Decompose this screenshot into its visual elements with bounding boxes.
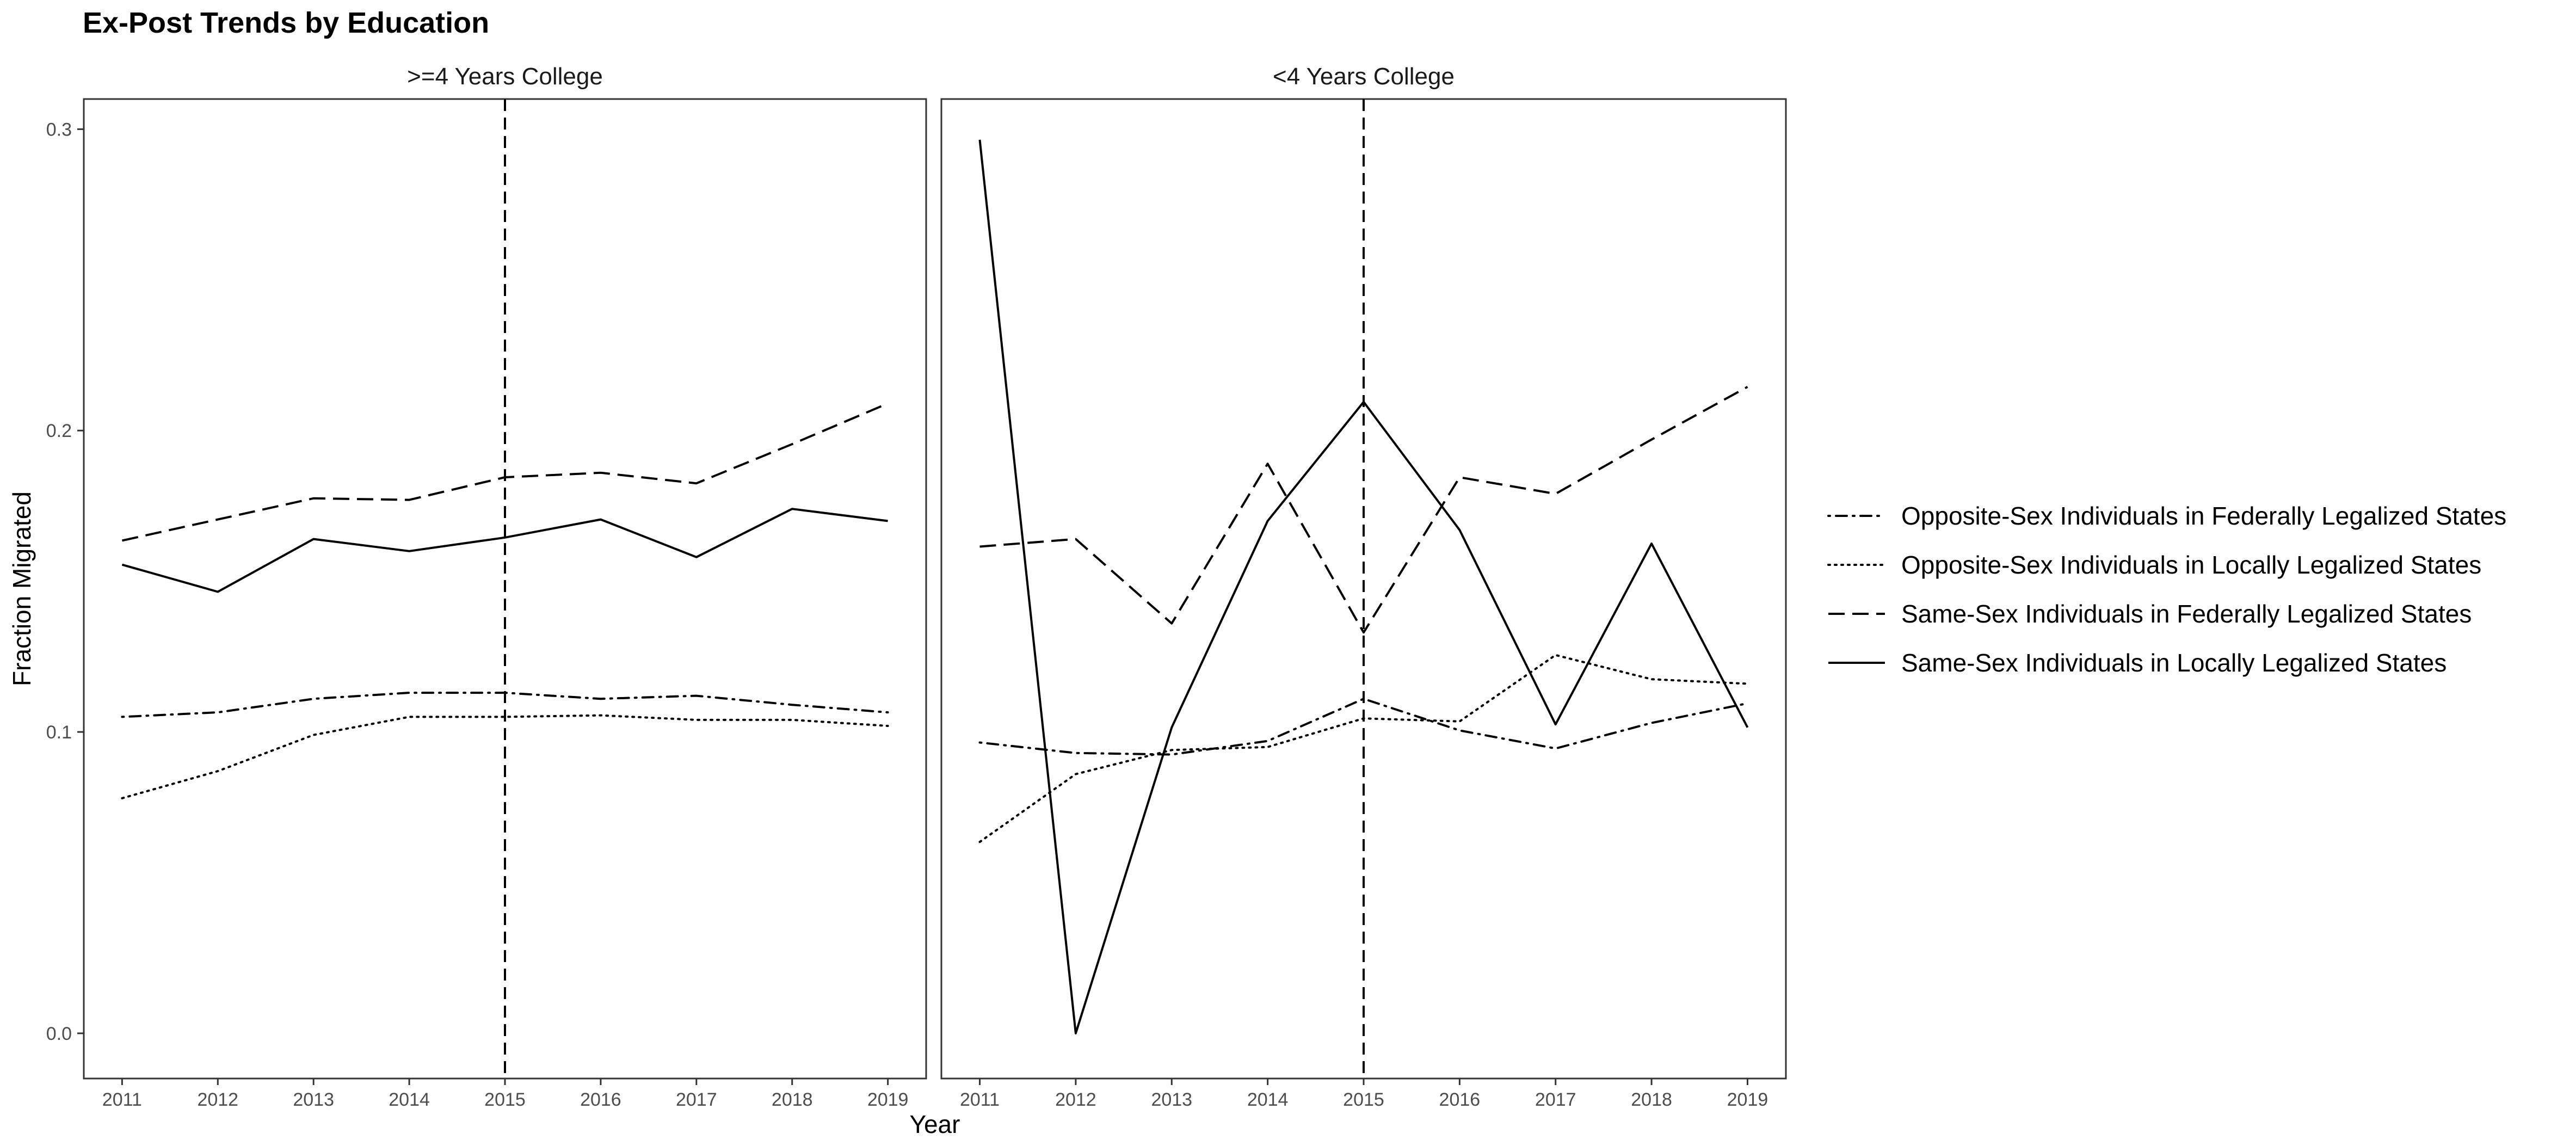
legend-label: Opposite-Sex Individuals in Locally Lega… — [1901, 551, 2481, 579]
x-tick-label: 2016 — [580, 1089, 621, 1110]
y-tick-label: 0.2 — [46, 421, 72, 441]
x-tick-label: 2014 — [1247, 1089, 1289, 1110]
x-tick-label: 2019 — [867, 1089, 909, 1110]
chart-title: Ex-Post Trends by Education — [83, 7, 489, 39]
x-tick-label: 2017 — [676, 1089, 717, 1110]
series-line-dashed — [121, 402, 889, 542]
x-tick-label: 2015 — [1343, 1089, 1384, 1110]
x-tick-label: 2012 — [1055, 1089, 1096, 1110]
x-tick-label: 2011 — [960, 1089, 1000, 1110]
legend-item: Same-Sex Individuals in Federally Legali… — [1828, 600, 2472, 628]
x-tick-label: 2015 — [484, 1089, 526, 1110]
panel-2: <4 Years College 2011 2012 2013 2014 2015 2016… — [940, 63, 1787, 1110]
series-line-solid — [121, 508, 888, 593]
series-line-dashed — [979, 386, 1748, 634]
y-tick-label: 0.1 — [46, 722, 72, 743]
x-tick-label: 2016 — [1439, 1089, 1481, 1110]
x-tick-label: 2013 — [293, 1089, 334, 1110]
x-tick-label: 2018 — [772, 1089, 813, 1110]
series-line-dotdash — [978, 698, 1749, 756]
panel-strip-label: >=4 Years College — [407, 63, 603, 90]
legend-label: Same-Sex Individuals in Locally Legalize… — [1901, 649, 2446, 677]
legend-label: Opposite-Sex Individuals in Federally Le… — [1901, 502, 2506, 530]
x-tick-label: 2019 — [1727, 1089, 1768, 1110]
x-tick-label: 2017 — [1535, 1089, 1576, 1110]
panels: >=4 Years College 2011 2012 2013 2014 2015 201… — [46, 63, 1787, 1110]
x-tick-label: 2018 — [1631, 1089, 1672, 1110]
legend-item: Same-Sex Individuals in Locally Legalize… — [1828, 649, 2446, 677]
legend-item: Opposite-Sex Individuals in Locally Lega… — [1827, 551, 2481, 579]
x-tick-label: 2014 — [389, 1089, 430, 1110]
panel-1: >=4 Years College 2011 2012 2013 2014 2015 201… — [46, 63, 927, 1110]
panel-strip-label: <4 Years College — [1273, 63, 1455, 90]
y-axis-label: Fraction Migrated — [8, 491, 36, 686]
series-line-solid — [978, 139, 1749, 1034]
series-line-dotted — [978, 654, 1749, 843]
series-line-dotdash — [121, 692, 889, 718]
x-tick-label: 2011 — [102, 1089, 142, 1110]
y-tick-label: 0.0 — [46, 1024, 72, 1044]
x-axis-label: Year — [910, 1110, 960, 1138]
x-tick-label: 2013 — [1151, 1089, 1192, 1110]
x-tick-label: 2012 — [197, 1089, 238, 1110]
legend-label: Same-Sex Individuals in Federally Legali… — [1901, 600, 2472, 628]
y-tick-label: 0.3 — [46, 119, 72, 140]
legend-item: Opposite-Sex Individuals in Federally Le… — [1827, 502, 2506, 530]
legend: Opposite-Sex Individuals in Federally Le… — [1827, 502, 2506, 677]
